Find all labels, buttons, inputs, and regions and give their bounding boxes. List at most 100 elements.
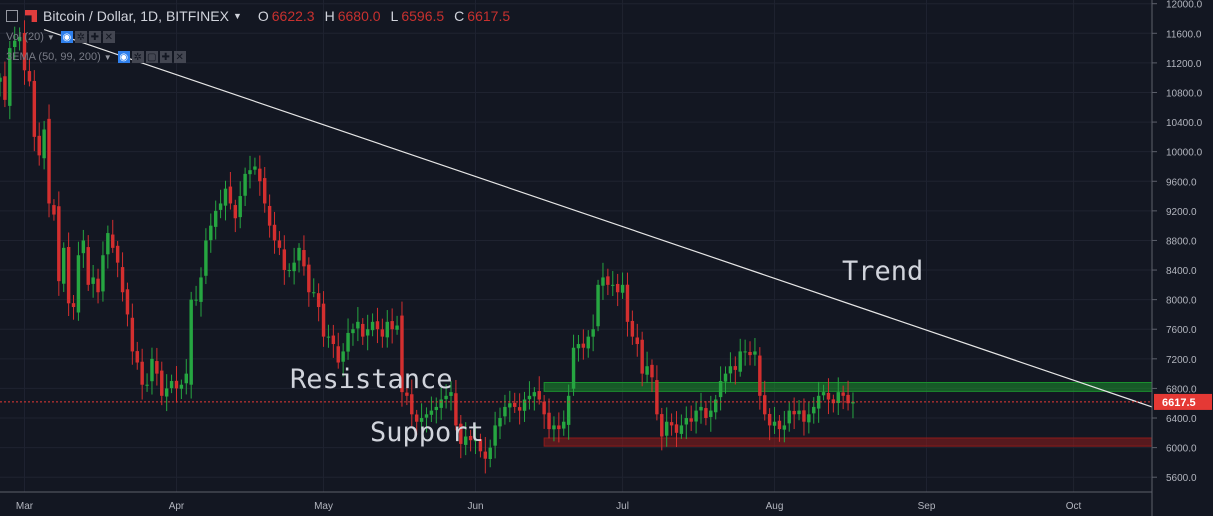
candle-body [81,240,86,254]
more-icon[interactable]: ✚ [88,31,101,43]
candle-body [307,264,311,293]
candle-body [380,329,385,337]
y-tick-label: 11200.0 [1166,59,1202,70]
eye-icon[interactable]: ◉ [117,51,130,63]
candle-body [96,278,100,293]
time-axis[interactable]: Mar Apr May Jun Jul Aug Sep Oct [0,491,1152,512]
close-icon[interactable]: ✕ [102,31,115,43]
chevron-down-icon[interactable]: ▼ [103,52,112,62]
candle-body [341,351,345,362]
candle-body [238,196,242,218]
candle-body [459,423,463,444]
candle-body [620,284,625,293]
support-zone [543,437,1153,447]
y-tick-label: 6000.0 [1166,444,1197,455]
y-tick-label: 8400.0 [1166,266,1197,277]
candle-body [816,395,821,409]
candle-body [733,366,738,370]
candle-body [846,394,850,404]
candle-body [532,392,537,397]
candle-body [135,351,139,363]
source-icon[interactable]: ▢ [145,51,158,63]
bitfinex-logo-icon [25,10,37,22]
candle-body [723,373,728,382]
y-tick-label: 7200.0 [1166,355,1197,366]
candle-body [586,336,590,349]
more-icon[interactable]: ✚ [159,51,172,63]
candle-body [253,166,257,170]
candle-body [199,277,203,302]
candle-body [601,277,605,286]
y-tick-label: 10800.0 [1166,88,1203,99]
gear-icon[interactable]: ✲ [74,31,87,43]
candle-body [679,425,684,434]
candle-body [763,395,767,415]
candle-body [630,320,635,337]
candle-body [52,205,56,215]
candle-body [669,422,674,426]
candle-body [537,391,541,400]
candle-body [326,336,331,338]
y-tick-label: 12000.0 [1166,0,1203,11]
collapse-checkbox[interactable] [6,10,18,22]
candle-body [0,77,2,82]
candle-body [3,76,7,100]
y-tick-label: 7600.0 [1166,325,1197,336]
chevron-down-icon[interactable]: ▼ [46,32,55,42]
candle-body [689,418,693,422]
x-tick-label: Jul [616,501,629,512]
x-tick-label: Mar [16,501,34,512]
symbol-header[interactable]: Bitcoin / Dollar, 1D, BITFINEX ▼ O 6622.3… [6,8,520,24]
gear-icon[interactable]: ✲ [131,51,144,63]
y-tick-label: 6800.0 [1166,384,1197,395]
x-tick-label: Jun [467,501,483,512]
chart-lines [0,29,1153,408]
candle-body [243,173,247,196]
candle-body [316,293,321,308]
annotation-trend: Trend [842,256,924,287]
candle-body [57,206,61,282]
x-tick-label: Oct [1066,501,1082,512]
candle-body [184,373,188,384]
candle-body [209,225,213,241]
candle-body [145,384,149,386]
annotation-resistance: Resistance [290,364,453,395]
candle-body [189,299,193,385]
candle-body [91,277,95,284]
candle-body [596,284,600,327]
candle-body [434,406,439,411]
symbol-title[interactable]: Bitcoin / Dollar, 1D, BITFINEX [43,8,229,24]
candle-body [22,32,27,71]
indicator-volume[interactable]: Vol (20) ▼ ◉ ✲ ✚ ✕ [6,31,117,43]
candle-body [370,321,375,331]
price-axis[interactable]: 12000.0 11600.0 11200.0 10800.0 10400.0 10000… [1151,0,1212,516]
indicator-ema[interactable]: 3EMA (50, 99, 200) ▼ ◉ ✲ ▢ ✚ ✕ [6,51,188,63]
candle-body [174,380,179,389]
candle-body [160,370,164,396]
candle-body [120,267,125,293]
candle-body [375,321,380,330]
last-price-label: 6617.5 [1162,397,1196,409]
eye-icon[interactable]: ◉ [60,31,73,43]
last-price-badge [1154,393,1212,410]
candle-body [414,414,419,422]
candle-body [400,315,404,393]
candle-body [576,344,581,349]
candle-body [410,394,414,415]
candle-body [841,392,845,396]
candle-body [8,48,12,106]
candle-body [194,299,198,301]
candle-body [419,418,424,422]
x-tick-label: Sep [918,501,936,512]
candle-body [468,435,473,441]
chevron-down-icon[interactable]: ▼ [232,11,242,21]
close-icon[interactable]: ✕ [173,51,186,63]
candle-body [674,424,679,433]
candle-body [503,406,507,417]
candle-body [424,414,429,418]
candle-body [748,351,752,356]
candle-body [718,381,723,398]
candle-body [782,425,787,430]
candle-body [115,245,120,263]
